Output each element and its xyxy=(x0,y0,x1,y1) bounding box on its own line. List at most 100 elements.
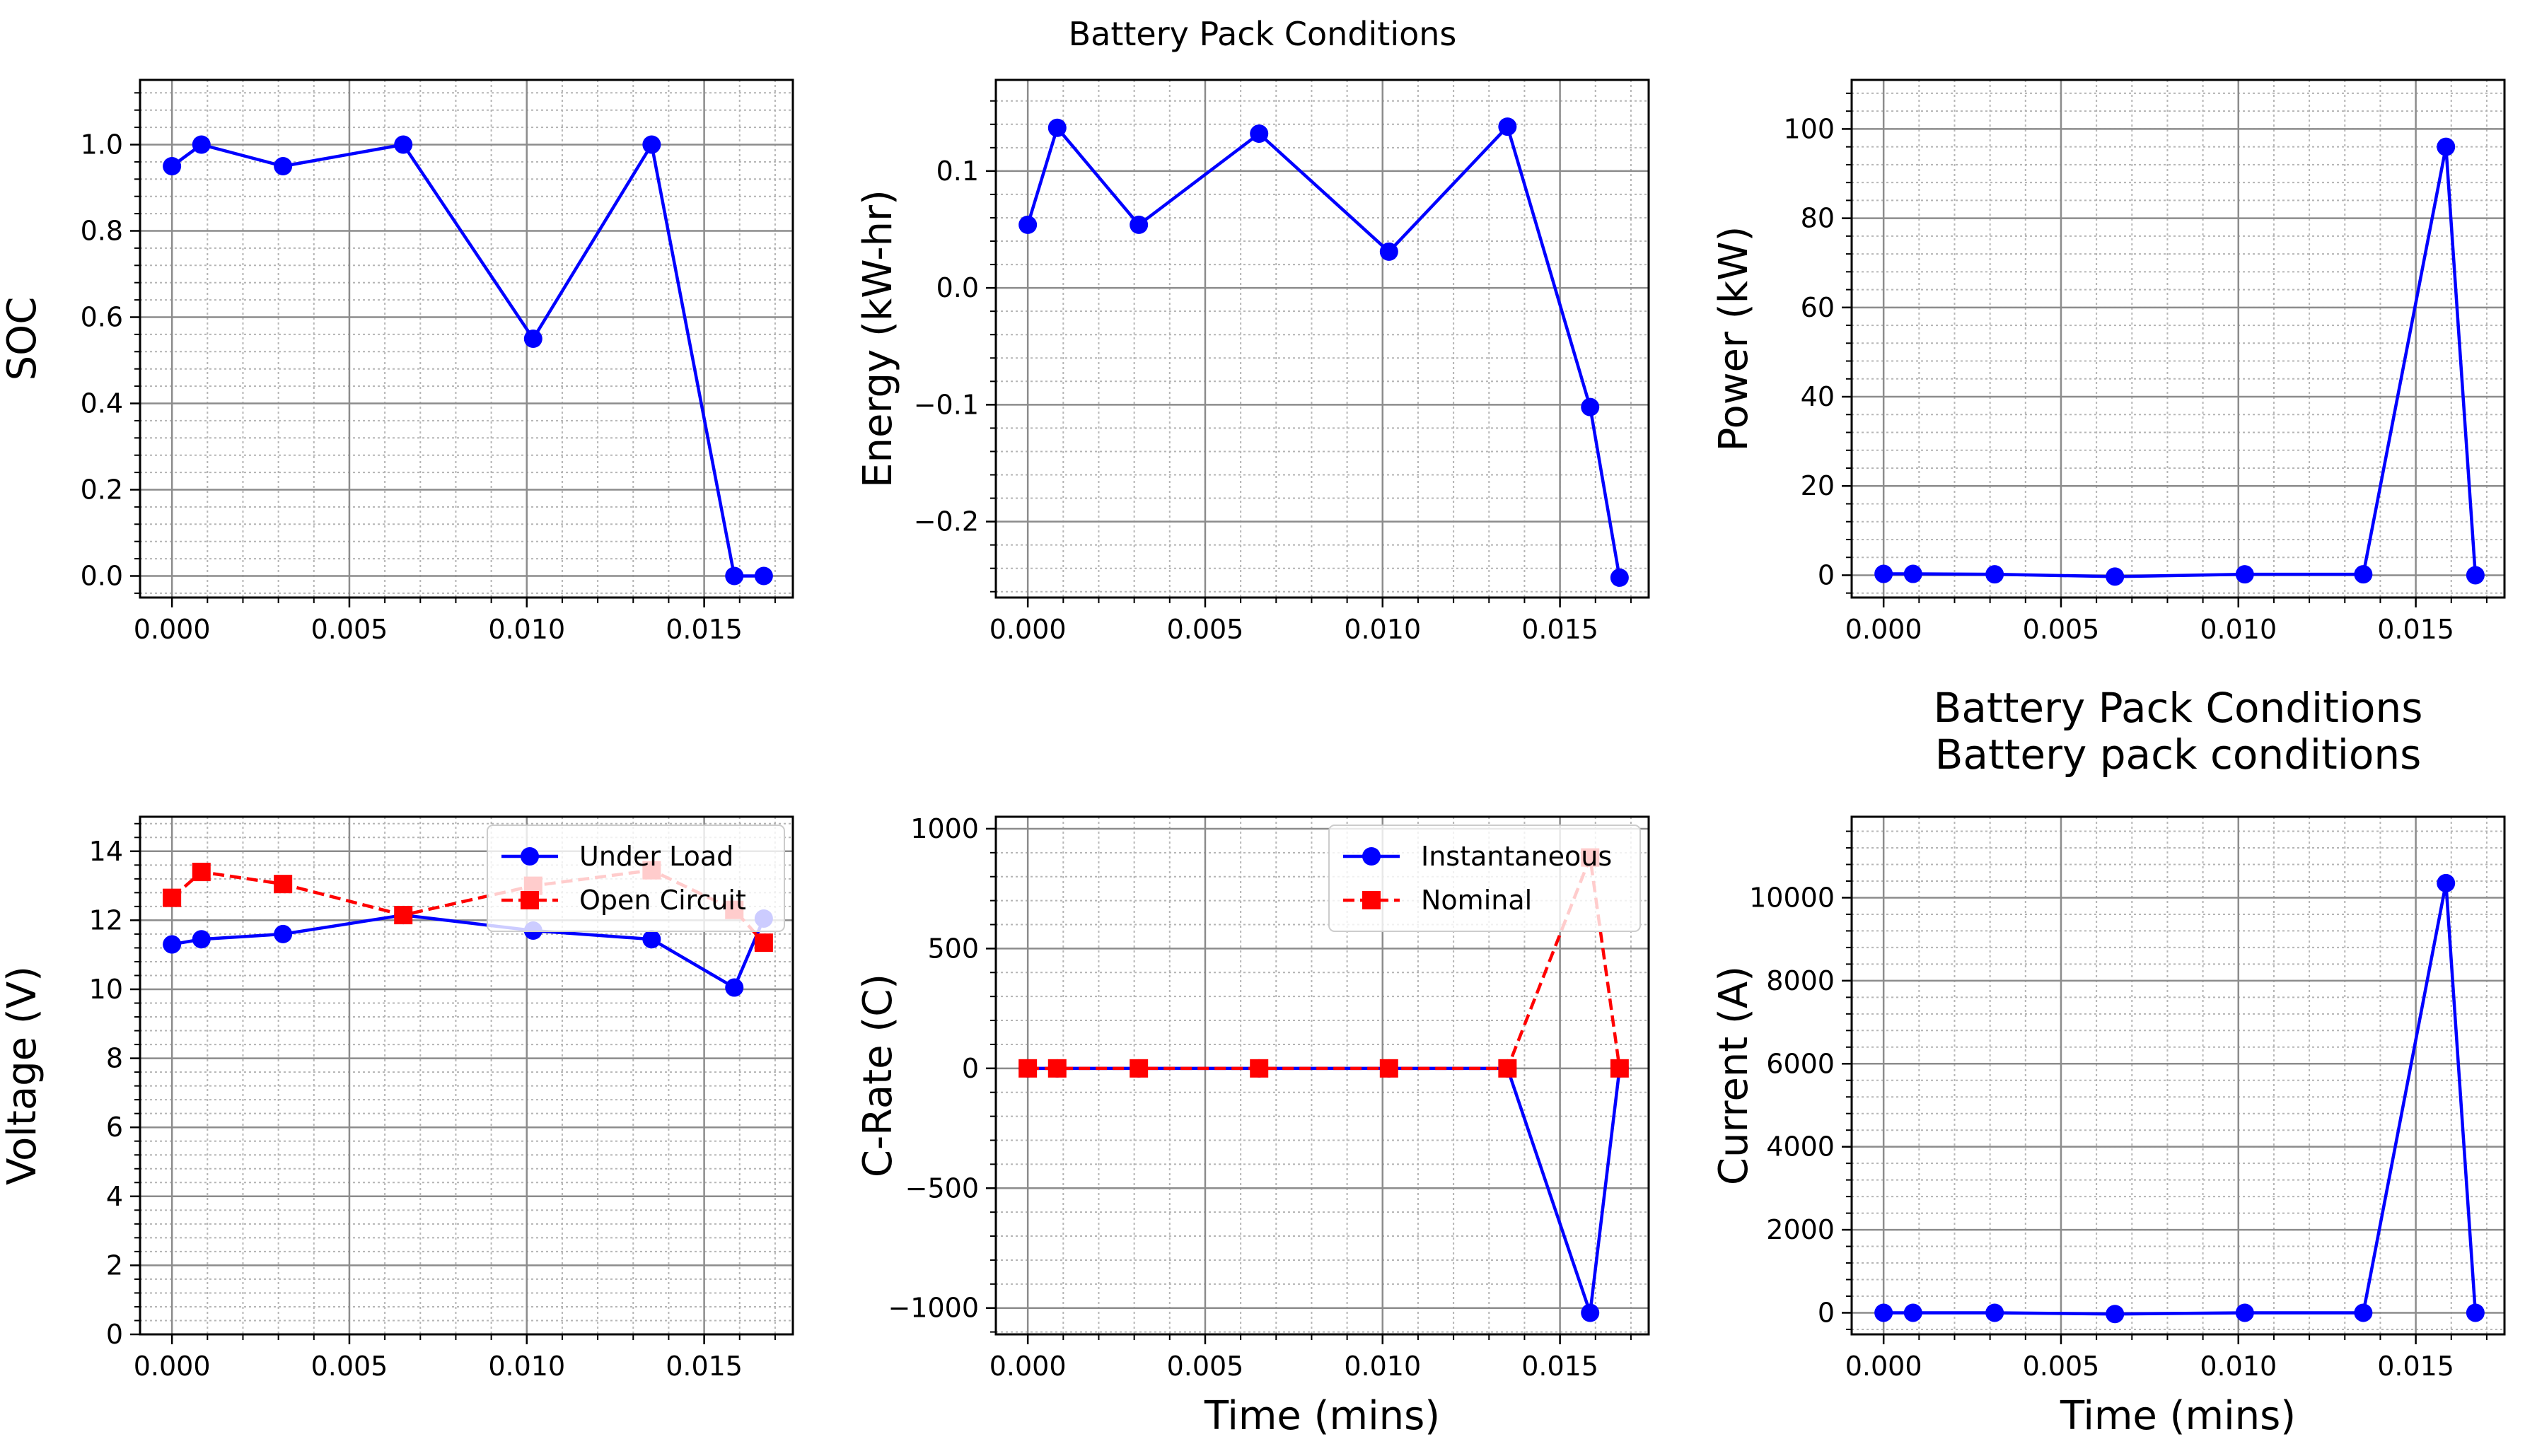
series-line xyxy=(1018,117,1629,587)
data-point-marker xyxy=(1610,568,1629,587)
x-tick-label: 0.005 xyxy=(311,1351,388,1382)
series-line xyxy=(1026,124,1622,578)
data-point-marker xyxy=(642,930,661,949)
legend-marker xyxy=(521,891,539,909)
data-point-marker xyxy=(1498,1059,1517,1078)
data-point-marker xyxy=(523,330,542,348)
data-point-marker xyxy=(1985,565,2004,584)
data-point-marker xyxy=(1379,1059,1398,1078)
x-tick-label: 0.015 xyxy=(1521,1351,1598,1382)
data-point-marker xyxy=(192,863,211,882)
x-tick-label: 0.005 xyxy=(1167,1351,1244,1382)
grid xyxy=(1846,80,2504,603)
y-tick-label: 4 xyxy=(106,1181,123,1212)
y-axis-label: Current (A) xyxy=(1711,966,1757,1185)
y-tick-label: 0 xyxy=(962,1053,979,1084)
axes-frame xyxy=(139,815,794,1336)
y-tick-label: 0.0 xyxy=(936,272,979,303)
data-point-marker xyxy=(754,933,773,953)
y-tick-label: 2 xyxy=(106,1250,123,1281)
x-tick-label: 0.015 xyxy=(666,614,743,645)
data-point-marker xyxy=(2235,565,2254,584)
chart-energy: 0.000 0.005 0.010 0.015 −0.2 −0.1 0.0 0.1 Energy… xyxy=(855,78,1650,645)
x-tick-label: 0.015 xyxy=(1521,614,1598,645)
legend-marker xyxy=(1362,847,1381,866)
y-tick-label: −500 xyxy=(905,1172,979,1204)
data-point-marker xyxy=(1874,1303,1893,1322)
y-axis-label: Power (kW) xyxy=(1711,226,1757,452)
y-tick-label: 40 xyxy=(1801,381,1835,412)
y-tick-label: 10000 xyxy=(1749,882,1835,913)
x-tick-label: 0.010 xyxy=(1344,1351,1421,1382)
y-axis-label: C-Rate (C) xyxy=(855,974,901,1177)
y-tick-label: 14 xyxy=(89,836,123,867)
data-point-marker xyxy=(1903,1303,1922,1322)
series-line xyxy=(171,913,765,989)
y-tick-label: 0 xyxy=(1818,559,1835,590)
series-line xyxy=(1883,881,2478,1316)
y-tick-label: 0.4 xyxy=(81,388,123,419)
x-axis-label: Time (mins) xyxy=(1204,1393,1440,1439)
axes-frame xyxy=(139,78,794,599)
legend-label: Open Circuit xyxy=(579,885,746,916)
series-instantaneous xyxy=(1018,1059,1629,1322)
grid xyxy=(134,80,793,603)
data-point-marker xyxy=(2106,1305,2125,1324)
data-point-marker xyxy=(642,135,661,154)
data-point-marker xyxy=(1250,1059,1269,1078)
y-tick-label: 6000 xyxy=(1766,1048,1835,1079)
y-tick-label: 500 xyxy=(927,933,979,964)
data-point-marker xyxy=(1047,118,1067,137)
data-point-marker xyxy=(2437,137,2456,156)
data-point-marker xyxy=(1498,117,1517,136)
data-point-marker xyxy=(1018,215,1038,234)
chart-soc: 0.000 0.005 0.010 0.015 0.0 0.2 0.4 0.6 0.8 1.0 SO… xyxy=(0,78,794,645)
chart-crate: 0.000 0.005 0.010 0.015 −1000 −500 0 500 1000 C-R… xyxy=(855,813,1650,1439)
data-point-marker xyxy=(1610,1059,1629,1078)
data-point-marker xyxy=(394,135,413,154)
data-point-marker xyxy=(1018,1059,1038,1078)
x-tick-label: 0.005 xyxy=(2023,1351,2100,1382)
y-tick-label: 0 xyxy=(1818,1297,1835,1328)
legend-label: Instantaneous xyxy=(1421,841,1612,872)
legend-marker xyxy=(521,847,539,866)
legend-marker xyxy=(1362,891,1381,909)
x-tick-label: 0.010 xyxy=(488,1351,565,1382)
data-point-marker xyxy=(1379,242,1398,261)
chart-power: 0.000 0.005 0.010 0.015 0 20 40 60 80 100 Power (k… xyxy=(1711,78,2506,645)
data-point-marker xyxy=(1130,215,1149,234)
legend-label: Nominal xyxy=(1421,885,1532,916)
data-point-marker xyxy=(274,157,293,175)
data-point-marker xyxy=(725,978,744,997)
subplot-title-line: Battery pack conditions xyxy=(1935,730,2422,779)
y-tick-label: 0.8 xyxy=(81,216,123,247)
series-line xyxy=(1874,873,2485,1324)
data-point-marker xyxy=(192,930,211,949)
data-point-marker xyxy=(394,906,413,925)
y-tick-label: 8 xyxy=(106,1043,123,1074)
x-tick-label: 0.005 xyxy=(311,614,388,645)
grid xyxy=(990,80,1649,603)
data-point-marker xyxy=(1985,1303,2004,1322)
y-tick-label: 10 xyxy=(89,974,123,1005)
data-point-marker xyxy=(2235,1303,2254,1322)
chart-current: 0.000 0.005 0.010 0.015 0 2000 4000 6000 8000 100… xyxy=(1711,684,2506,1439)
series-line xyxy=(170,868,765,944)
data-point-marker xyxy=(2106,567,2125,586)
series-line xyxy=(170,143,764,578)
data-point-marker xyxy=(163,157,182,175)
y-tick-label: −0.2 xyxy=(914,506,979,537)
series-line xyxy=(1883,145,2478,578)
x-tick-label: 0.010 xyxy=(2200,1351,2277,1382)
x-tick-label: 0.015 xyxy=(666,1351,743,1382)
series-line xyxy=(1874,137,2485,586)
legend-box xyxy=(487,825,785,932)
data-point-marker xyxy=(1581,397,1600,417)
axes-frame xyxy=(994,78,1650,599)
y-tick-label: 0.0 xyxy=(81,561,123,592)
y-tick-label: 1.0 xyxy=(81,129,123,161)
y-tick-label: 60 xyxy=(1801,292,1835,323)
data-point-marker xyxy=(163,935,182,954)
data-point-marker xyxy=(2437,873,2456,892)
